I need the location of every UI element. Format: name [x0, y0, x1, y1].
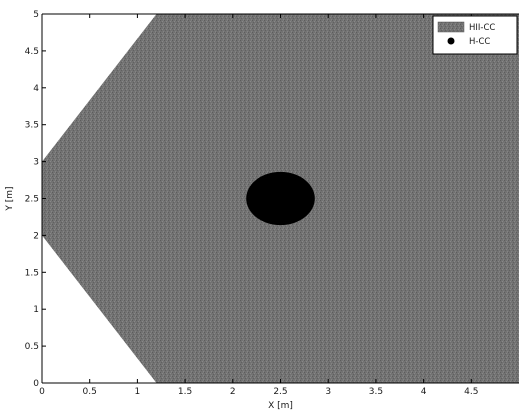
- y-tick-label: 2: [33, 231, 39, 241]
- x-axis-label: X [m]: [268, 401, 293, 411]
- legend-label: H-CC: [469, 37, 490, 47]
- x-tick-label: 4: [421, 387, 427, 397]
- y-tick-label: 4.5: [25, 47, 39, 57]
- y-tick-label: 1: [33, 305, 39, 315]
- y-tick-label: 3.5: [25, 121, 39, 131]
- x-tick-label: 1.5: [178, 387, 192, 397]
- x-tick-label: 2.5: [273, 387, 287, 397]
- y-tick-label: 0: [33, 379, 39, 389]
- legend-box: [432, 15, 518, 55]
- y-tick-label: 5: [33, 10, 39, 20]
- y-tick-label: 3: [33, 158, 39, 168]
- y-tick-label: 4: [33, 84, 39, 94]
- x-tick-label: 0: [39, 387, 45, 397]
- x-tick-label: 4.5: [464, 387, 478, 397]
- x-tick-label: 3.5: [369, 387, 383, 397]
- y-tick-label: 2.5: [25, 195, 39, 205]
- y-axis-label: Y [m]: [5, 186, 15, 211]
- x-tick-label: 3: [325, 387, 331, 397]
- disk-h-cc: [246, 171, 315, 226]
- legend-swatch-hii-cc: [437, 21, 465, 33]
- x-tick-label: 2: [230, 387, 236, 397]
- legend-marker-h-cc: [447, 37, 455, 45]
- y-tick-label: 0.5: [25, 342, 39, 352]
- legend: HII-CC H-CC: [432, 15, 518, 55]
- axes: 0 0.5 1 1.5 2 2.5 3 3.5 4 4.5 0 0.5 1 1.5 2 2.5 3 3.5 4 4.5…: [5, 10, 519, 411]
- legend-label: HII-CC: [469, 23, 495, 33]
- plot-area: [42, 14, 519, 383]
- x-tick-label: 1: [135, 387, 141, 397]
- x-tick-label: 0.5: [83, 387, 97, 397]
- y-tick-label: 1.5: [25, 268, 39, 278]
